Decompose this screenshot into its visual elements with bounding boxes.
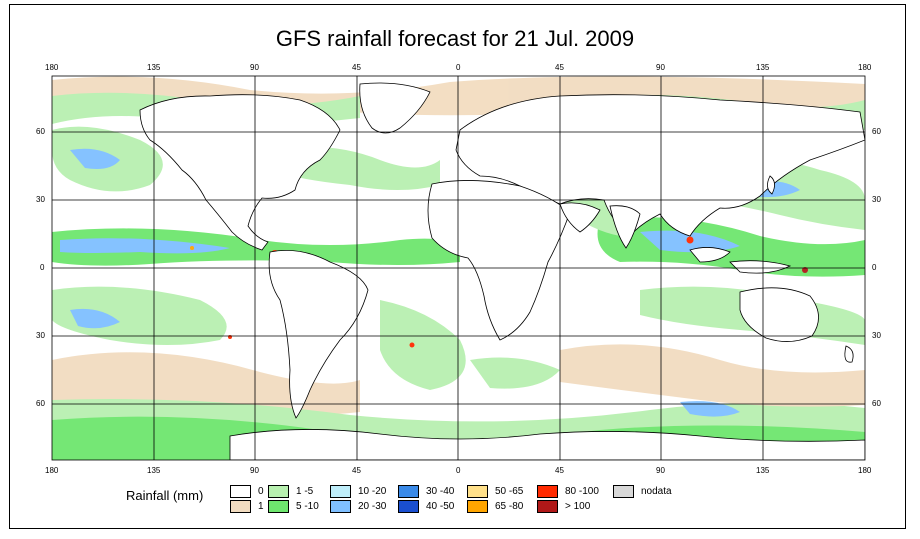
legend-label: 50 -65 [495,486,524,497]
legend-label: 10 -20 [358,486,387,497]
lon-tick-top: 135 [147,63,161,72]
lat-tick-left: 60 [36,399,45,408]
lat-tick-right: 60 [872,127,881,136]
lon-tick-top: 90 [250,63,259,72]
lat-tick-left: 60 [36,127,45,136]
lon-tick-bottom: 180 [858,466,872,475]
legend-label: 40 -50 [426,501,455,512]
legend-label: 0 [258,486,264,497]
legend-swatch [613,485,634,498]
lat-tick-left: 30 [36,331,45,340]
legend-swatch [398,500,419,513]
legend-swatch [537,485,558,498]
lon-tick-top: 135 [756,63,770,72]
lon-tick-top: 180 [858,63,872,72]
lon-tick-top: 45 [352,63,361,72]
graticule [51,75,866,461]
legend-label: 1 -5 [296,486,314,497]
legend-title: Rainfall (mm) [126,488,204,503]
lon-tick-bottom: 45 [555,466,564,475]
legend-swatch [268,485,289,498]
legend-swatch [330,485,351,498]
lat-tick-left: 30 [36,195,45,204]
lon-tick-top: 90 [656,63,665,72]
lat-tick-right: 0 [872,263,877,272]
lat-tick-left: 0 [40,263,45,272]
lon-tick-bottom: 180 [45,466,59,475]
legend-swatch [467,485,488,498]
figure-frame [9,4,906,529]
legend-label: nodata [641,486,672,497]
map-title: GFS rainfall forecast for 21 Jul. 2009 [275,26,635,51]
legend-label: 65 -80 [495,501,524,512]
legend-swatch [537,500,558,513]
lon-tick-bottom: 90 [250,466,259,475]
legend-label: 30 -40 [426,486,455,497]
lon-tick-bottom: 45 [352,466,361,475]
legend-swatch [230,485,251,498]
lon-tick-bottom: 90 [656,466,665,475]
lon-tick-bottom: 135 [756,466,770,475]
legend-swatch [398,485,419,498]
legend-swatch [230,500,251,513]
legend-label: 5 -10 [296,501,319,512]
lon-tick-top: 45 [555,63,564,72]
lon-tick-top: 180 [45,63,59,72]
legend-swatch [330,500,351,513]
lat-tick-right: 60 [872,399,881,408]
legend-label: > 100 [565,501,591,512]
legend-swatch [268,500,289,513]
legend-label: 20 -30 [358,501,387,512]
lon-tick-bottom: 135 [147,466,161,475]
legend-label: 1 [258,501,264,512]
lon-tick-top: 0 [456,63,461,72]
lon-tick-bottom: 0 [456,466,461,475]
legend-label: 80 -100 [565,486,599,497]
lat-tick-right: 30 [872,195,881,204]
lat-tick-right: 30 [872,331,881,340]
legend-swatch [467,500,488,513]
